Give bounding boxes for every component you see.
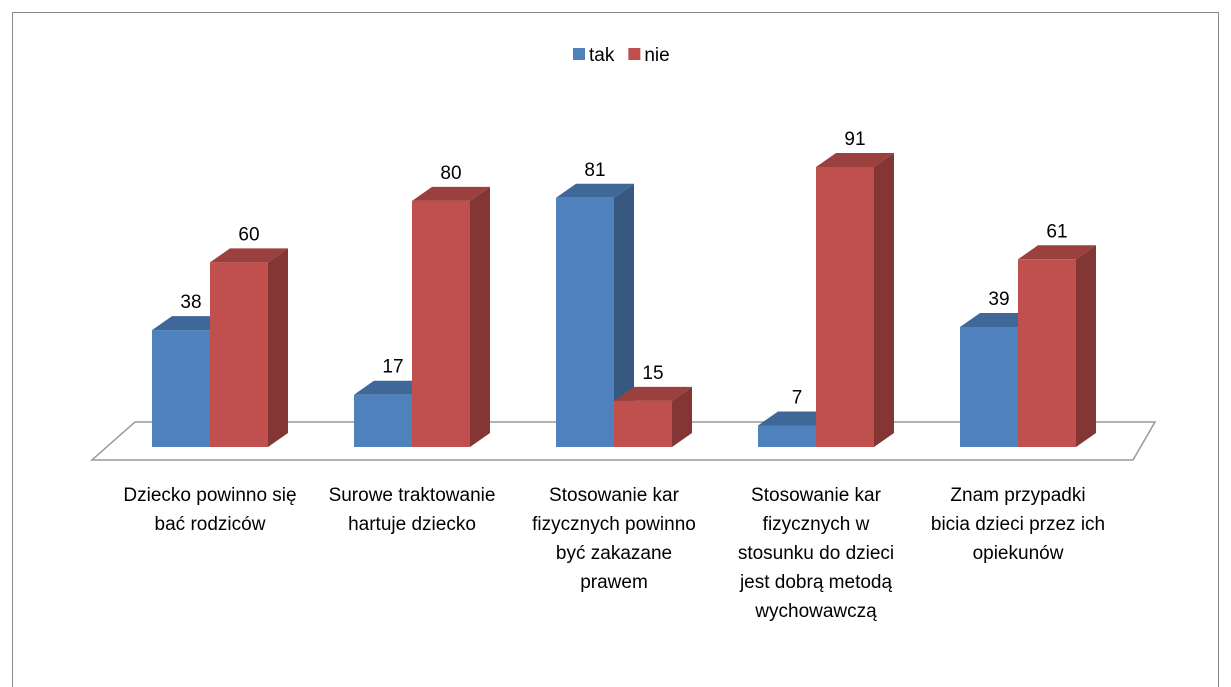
legend-swatch bbox=[573, 48, 585, 60]
bar bbox=[556, 197, 614, 447]
bar-top bbox=[412, 186, 490, 201]
data-label: 7 bbox=[792, 387, 803, 408]
legend-label: tak bbox=[589, 45, 615, 66]
x-tick-label: Stosowanie kar fizycznych powinno być za… bbox=[532, 485, 696, 593]
legend-swatch bbox=[628, 48, 641, 60]
data-label: 17 bbox=[382, 357, 403, 378]
data-label: 60 bbox=[238, 224, 259, 245]
x-tick-label: Stosowanie kar fizycznych w stosunku do … bbox=[737, 485, 895, 622]
x-tick-label: Surowe traktowanie hartuje dziecko bbox=[328, 485, 496, 535]
bar bbox=[354, 394, 412, 447]
bar-top bbox=[556, 183, 634, 198]
x-tick-label: Znam przypadki bicia dzieci przez ich op… bbox=[930, 485, 1106, 564]
data-label: 61 bbox=[1046, 221, 1067, 242]
x-tick-label: Dziecko powinno się bać rodziców bbox=[123, 485, 297, 535]
bar bbox=[412, 200, 470, 447]
bar-side bbox=[1076, 245, 1096, 447]
bar bbox=[1018, 259, 1076, 447]
bar-side bbox=[672, 386, 692, 447]
data-label: 15 bbox=[642, 363, 663, 384]
bar bbox=[614, 400, 672, 447]
bar-side bbox=[470, 186, 490, 447]
bar-side bbox=[614, 183, 634, 447]
data-label: 91 bbox=[844, 129, 865, 150]
data-label: 38 bbox=[180, 292, 201, 313]
bar bbox=[816, 167, 874, 447]
bar-top bbox=[1018, 245, 1096, 260]
data-label: 80 bbox=[440, 163, 461, 184]
legend-label: nie bbox=[644, 45, 669, 66]
bar-top bbox=[614, 386, 692, 401]
bar bbox=[210, 262, 268, 447]
data-label: 39 bbox=[988, 289, 1009, 310]
bar-top bbox=[210, 248, 288, 263]
chart-border bbox=[12, 12, 1219, 687]
data-label: 81 bbox=[584, 160, 605, 181]
bar-top bbox=[816, 153, 894, 167]
bar bbox=[960, 327, 1018, 447]
bar-side bbox=[268, 248, 288, 447]
bar bbox=[152, 330, 210, 447]
bar-side bbox=[874, 153, 894, 447]
bar bbox=[758, 425, 816, 447]
